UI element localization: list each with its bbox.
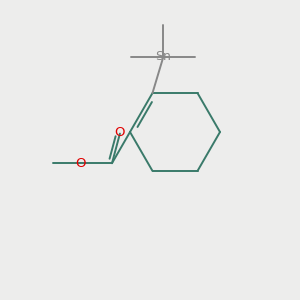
- Text: O: O: [115, 126, 125, 139]
- Text: O: O: [75, 157, 86, 170]
- Text: Sn: Sn: [155, 50, 171, 63]
